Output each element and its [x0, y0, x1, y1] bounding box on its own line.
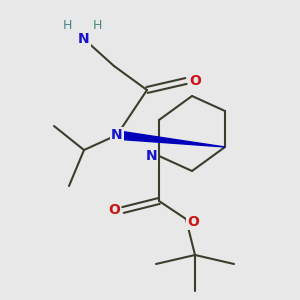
Text: O: O — [108, 203, 120, 217]
Text: N: N — [111, 128, 123, 142]
Text: H: H — [93, 19, 102, 32]
Text: N: N — [78, 32, 90, 46]
Polygon shape — [116, 131, 225, 147]
Text: H: H — [63, 19, 72, 32]
Text: N: N — [146, 149, 157, 163]
Text: O: O — [189, 74, 201, 88]
Text: O: O — [188, 215, 200, 229]
